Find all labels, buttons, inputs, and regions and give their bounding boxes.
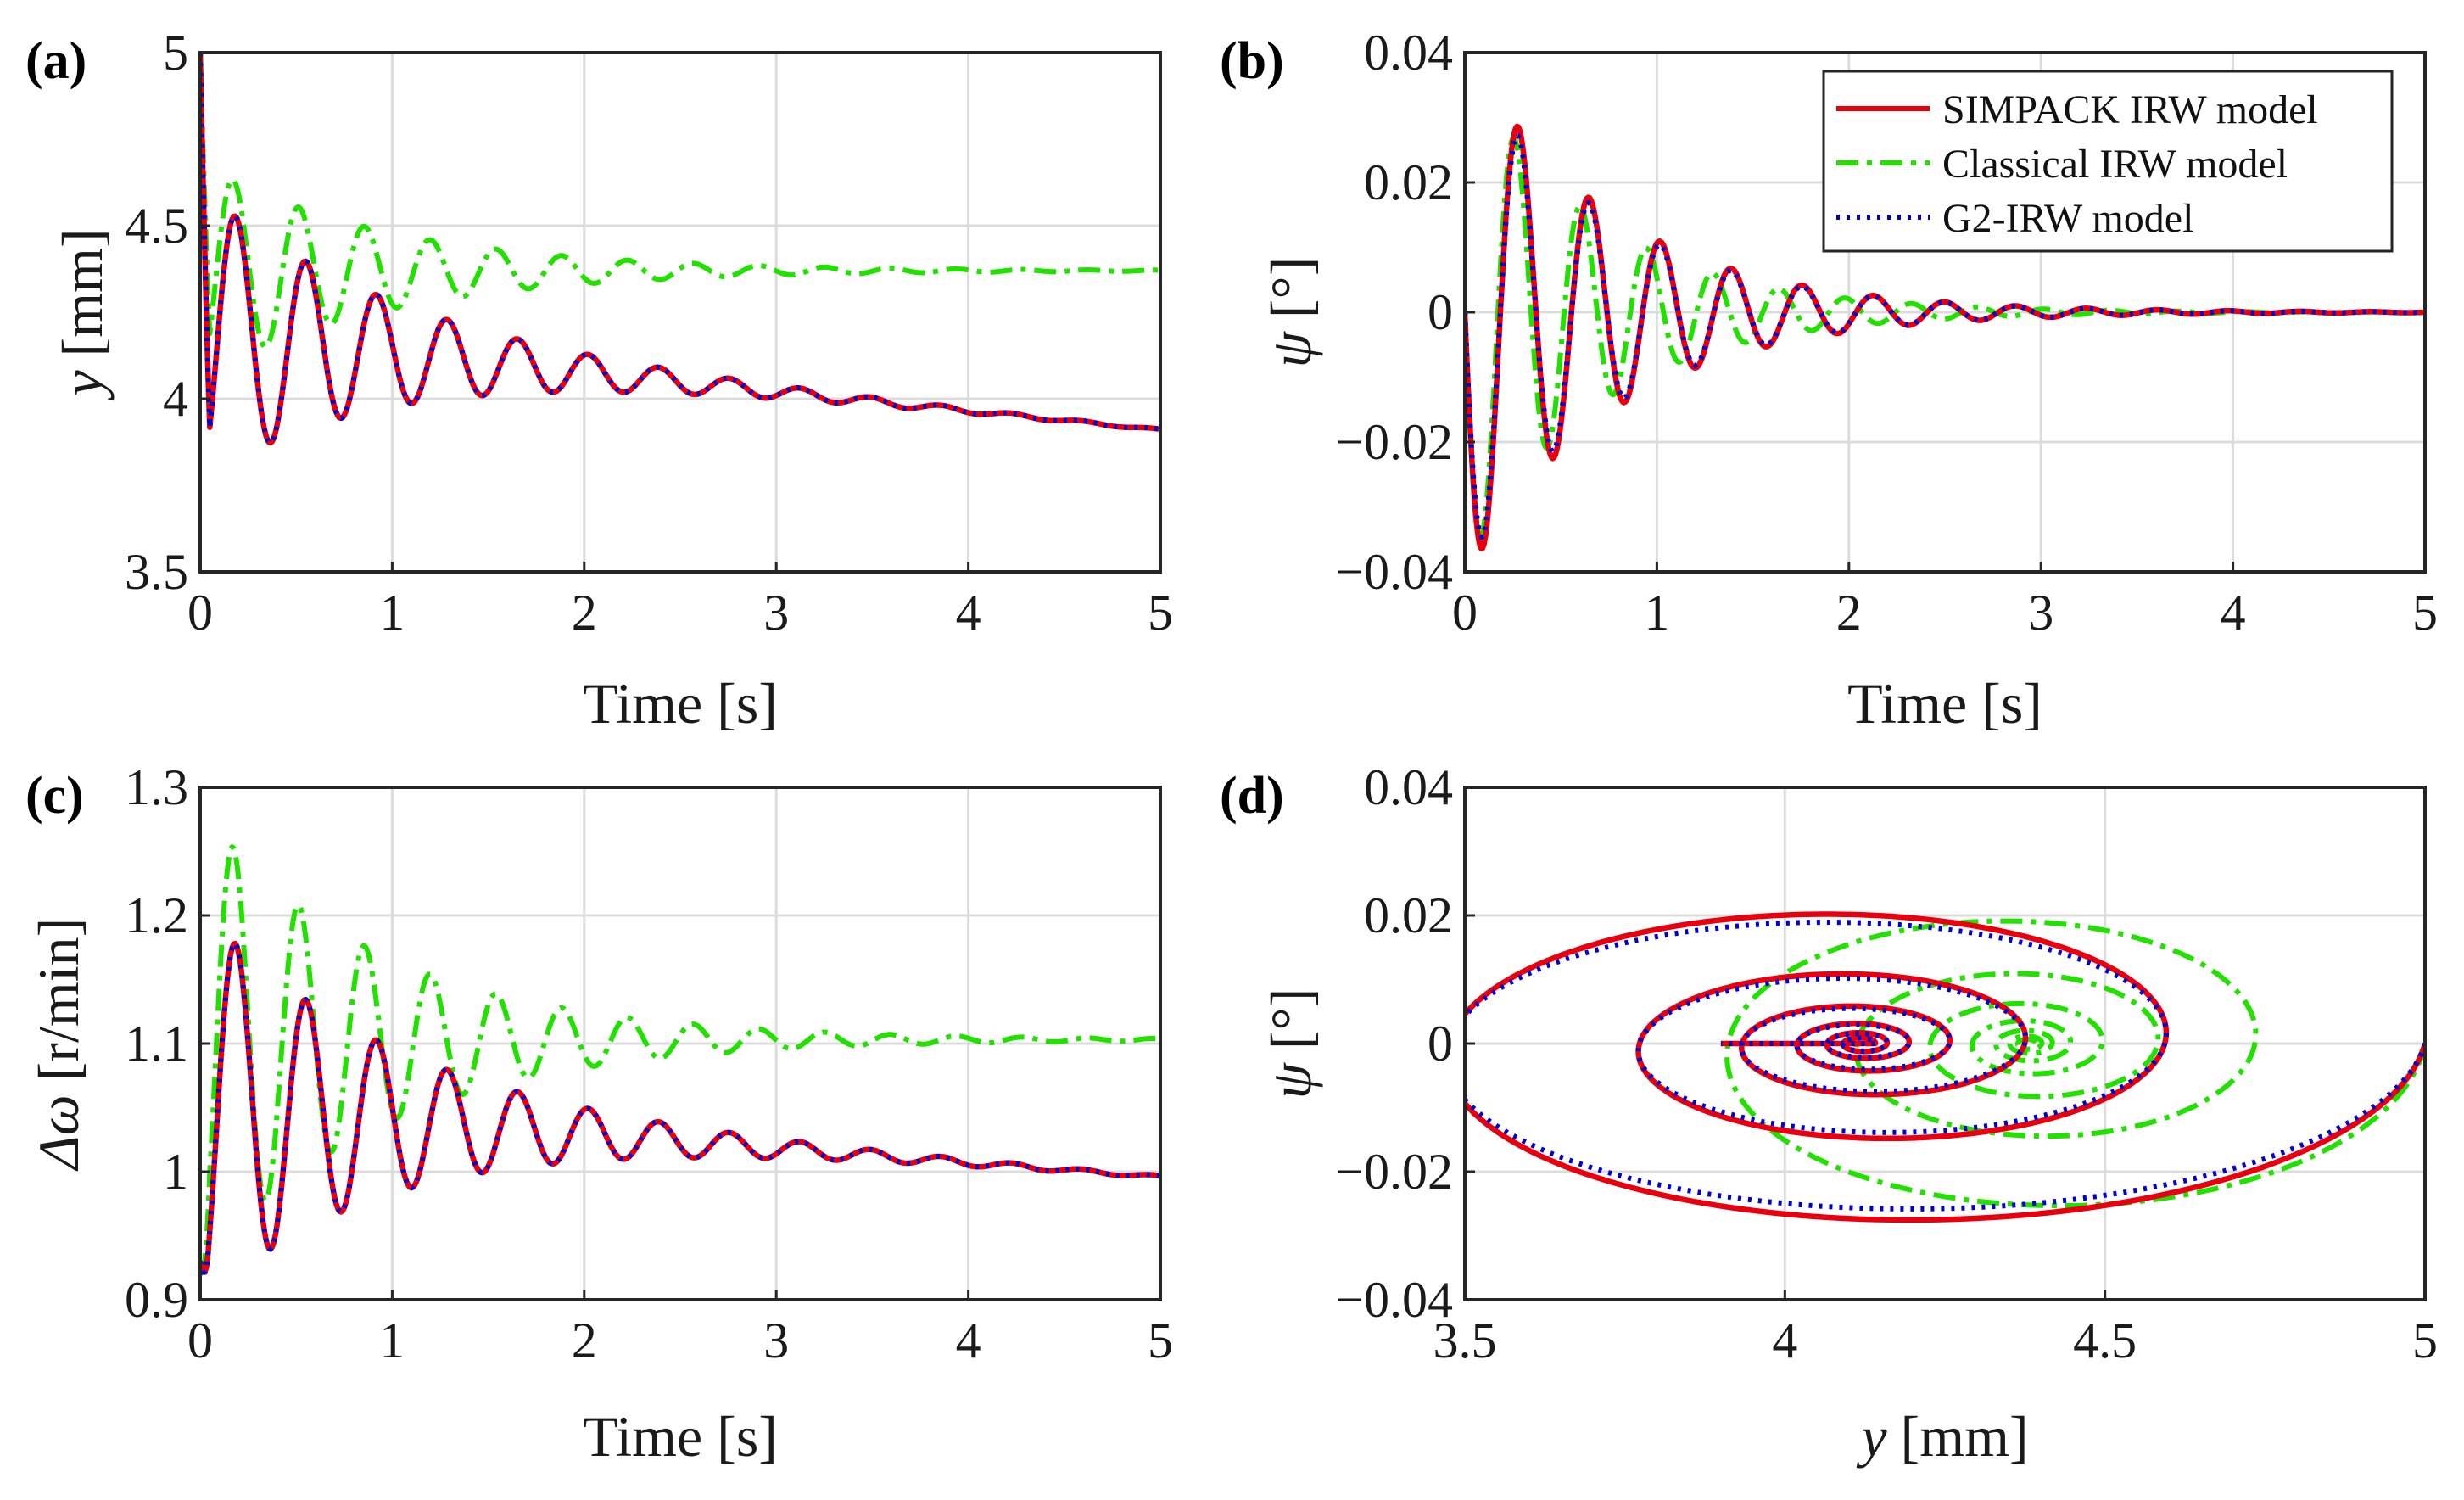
y-tick-label: 0.02: [1364, 154, 1453, 210]
series-group-c: [200, 844, 1160, 1277]
series-simpack-c: [200, 940, 1160, 1275]
x-tick-label: 5: [1148, 1312, 1173, 1368]
panel-label-c: (c): [25, 767, 84, 825]
x-tick-label: 4: [1772, 1312, 1797, 1368]
ylabel-b-unit: [°]: [1259, 257, 1323, 318]
x-tick-label: 4.5: [2073, 1312, 2137, 1368]
ticks-c: 0 1 2 3 4 5 0.9 1 1.1 1.2 1.3: [125, 759, 1173, 1368]
x-tick-label: 3: [763, 1312, 789, 1368]
y-tick-label: 1.1: [125, 1016, 188, 1072]
x-tick-label: 3: [2028, 585, 2053, 641]
grid-a: [198, 51, 1162, 574]
panel-b: (b) 0 1 2 3 4 5 −0.04 −0.02 0 0.02 0.04 Time [s] ψ…: [1220, 25, 2438, 736]
series-group-a: [200, 53, 1160, 446]
series-simpack-b: [1465, 123, 2425, 551]
x-tick-label: 5: [1148, 585, 1173, 641]
xlabel-a: Time [s]: [583, 671, 778, 736]
series-classical-d: [1724, 918, 2425, 1209]
x-tick-label: 3.5: [1433, 1312, 1497, 1368]
xlabel-d-var: y: [1856, 1404, 1887, 1469]
series-simpack-a: [200, 53, 1160, 446]
x-tick-label: 1: [379, 1312, 405, 1368]
ylabel-c-unit: [r/min]: [26, 918, 91, 1082]
x-tick-label: 3: [763, 585, 789, 641]
legend: SIMPACK IRW model Classical IRW model G2…: [1822, 70, 2394, 253]
x-tick-label: 5: [2412, 585, 2438, 641]
xlabel-b: Time [s]: [1847, 671, 2042, 736]
ylabel-b-var: ψ: [1259, 330, 1323, 367]
ticks-d: 3.5 4 4.5 5 −0.04 −0.02 0 0.02 0.04: [1335, 759, 2438, 1368]
x-tick-label: 1: [379, 585, 405, 641]
x-tick-label: 0: [187, 1312, 213, 1368]
series-group-b: [1465, 123, 2425, 551]
y-tick-label: 0.04: [1364, 25, 1453, 81]
y-tick-label: −0.04: [1335, 544, 1453, 600]
ylabel-a-unit: [mm]: [50, 228, 115, 356]
panel-label-d: (d): [1220, 767, 1284, 825]
x-tick-label: 1: [1644, 585, 1669, 641]
grid-d: [1463, 786, 2427, 1301]
series-group-d: [1465, 911, 2425, 1223]
y-tick-label: 1.2: [125, 887, 188, 943]
series-classical-a: [200, 53, 1160, 350]
legend-label-simpack: SIMPACK IRW model: [1942, 87, 2318, 132]
ylabel-c-var: Δω: [26, 1094, 91, 1172]
series-g2-c: [200, 941, 1160, 1275]
series-g2-a: [200, 53, 1160, 445]
y-tick-label: 0.9: [125, 1272, 188, 1328]
panel-label-b: (b): [1220, 32, 1284, 90]
legend-box: [1822, 70, 2394, 253]
x-tick-label: 0: [187, 585, 213, 641]
x-tick-label: 0: [1452, 585, 1478, 641]
y-tick-label: 4: [163, 371, 188, 427]
y-tick-label: −0.02: [1335, 414, 1453, 470]
y-tick-label: 0: [1428, 1016, 1453, 1072]
y-tick-label: 4.5: [125, 198, 188, 254]
panel-d: (d) 3.5 4 4.5 5 −0.04 −0.02 0 0.02 0.04 y [mm] ψ […: [1220, 759, 2438, 1469]
panel-c: (c) 0 1 2 3 4 5 0.9 1 1.1 1.2 1.3 Time [s] Δω [r/mi…: [25, 759, 1173, 1469]
y-tick-label: 5: [163, 25, 188, 81]
ylabel-a-var: y: [50, 370, 115, 401]
y-tick-label: 0: [1428, 284, 1453, 340]
ylabel-c: Δω [r/min]: [26, 918, 91, 1173]
x-tick-label: 4: [956, 585, 981, 641]
y-tick-label: 1: [163, 1144, 188, 1200]
ylabel-a: y [mm]: [50, 228, 115, 400]
y-tick-label: −0.04: [1335, 1272, 1453, 1328]
y-tick-label: −0.02: [1335, 1144, 1453, 1200]
xlabel-d: y [mm]: [1856, 1404, 2028, 1469]
axes-box-a: [198, 51, 1162, 574]
panel-label-a: (a): [25, 32, 87, 90]
legend-label-g2: G2-IRW model: [1942, 196, 2193, 241]
y-tick-label: 1.3: [125, 759, 188, 815]
y-tick-label: 0.02: [1364, 887, 1453, 943]
ylabel-d-unit: [°]: [1259, 988, 1323, 1049]
x-tick-label: 2: [572, 1312, 597, 1368]
grid-c: [198, 786, 1162, 1301]
x-tick-label: 4: [956, 1312, 981, 1368]
x-tick-label: 4: [2221, 585, 2246, 641]
series-g2-d: [1465, 920, 2425, 1212]
x-tick-label: 2: [1836, 585, 1862, 641]
x-tick-label: 5: [2412, 1312, 2438, 1368]
xlabel-d-unit: [mm]: [1901, 1404, 2029, 1469]
y-tick-label: 3.5: [125, 544, 188, 600]
ylabel-d: ψ [°]: [1259, 988, 1323, 1100]
ylabel-d-var: ψ: [1259, 1061, 1323, 1099]
y-tick-label: 0.04: [1364, 759, 1453, 815]
x-tick-label: 2: [572, 585, 597, 641]
xlabel-c: Time [s]: [583, 1404, 778, 1469]
panel-a: (a) 0 1 2 3 4 5 3.5 4 4.5 5 Time [s] y [mm]: [25, 25, 1173, 736]
ticks-a: 0 1 2 3 4 5 3.5 4 4.5 5: [125, 25, 1173, 641]
ticks-b: 0 1 2 3 4 5 −0.04 −0.02 0 0.02 0.04: [1335, 25, 2438, 641]
ylabel-b: ψ [°]: [1259, 257, 1323, 368]
legend-label-classical: Classical IRW model: [1942, 142, 2288, 187]
